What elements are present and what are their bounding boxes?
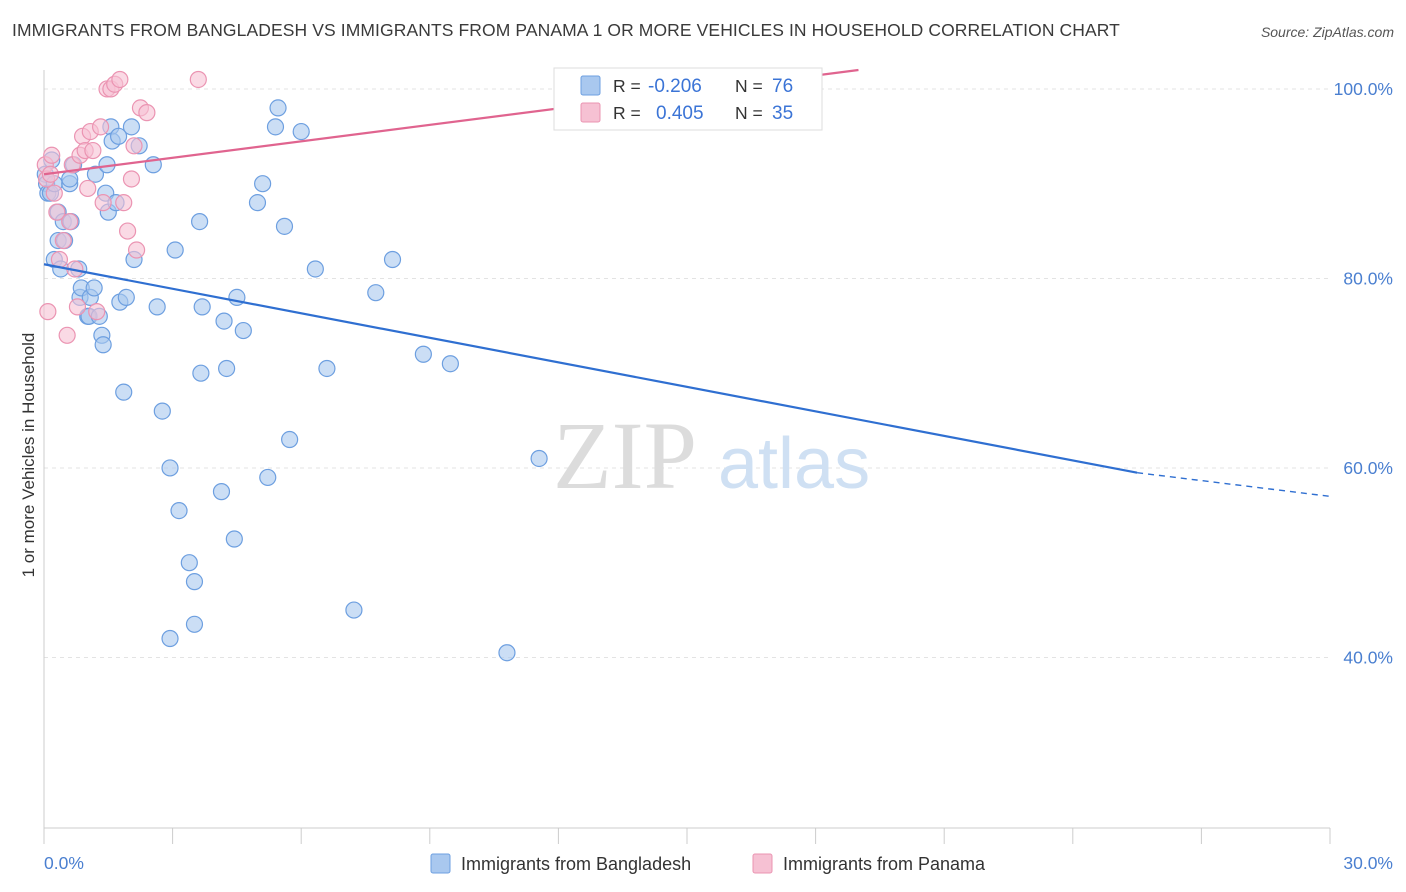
point-panama: [84, 141, 102, 160]
series-bangladesh-points: [36, 99, 548, 662]
point-bangladesh: [185, 573, 204, 591]
point-panama: [54, 231, 72, 250]
point-bangladesh: [109, 127, 128, 145]
point-bangladesh: [345, 601, 363, 619]
point-panama: [189, 70, 207, 89]
point-bangladesh: [161, 629, 179, 648]
trend-line-bangladesh: [43, 263, 1138, 474]
point-bangladesh: [115, 383, 133, 401]
point-panama: [118, 222, 137, 240]
point-panama: [48, 203, 66, 221]
point-bangladesh: [86, 165, 105, 183]
point-bangladesh: [383, 250, 402, 269]
legend-n-value-bangladesh: 76: [772, 76, 793, 97]
chart-title: IMMIGRANTS FROM BANGLADESH VS IMMIGRANTS…: [12, 20, 1120, 40]
point-panama: [125, 137, 143, 155]
point-bangladesh: [215, 312, 233, 330]
point-bangladesh: [281, 430, 299, 449]
point-bangladesh: [166, 241, 184, 259]
point-bangladesh: [269, 99, 287, 117]
point-bangladesh: [318, 359, 336, 378]
legend-n-value-panama: 35: [772, 103, 793, 124]
point-panama: [39, 303, 57, 321]
legend-swatch-bangladesh: [580, 75, 601, 96]
point-bangladesh: [225, 530, 243, 548]
legend-r-value-panama: 0.405: [656, 103, 704, 124]
point-bangladesh: [234, 321, 252, 340]
point-bangladesh: [161, 459, 179, 477]
y-tick-label: 40.0%: [1343, 647, 1393, 667]
point-bangladesh: [441, 355, 459, 373]
point-bangladesh: [530, 449, 548, 468]
point-bangladesh: [117, 288, 135, 306]
point-bangladesh: [292, 122, 310, 141]
bottom-legend-label-panama: Immigrants from Panama: [783, 854, 986, 874]
point-bangladesh: [61, 170, 79, 188]
series-legend: Immigrants from Bangladesh Immigrants fr…: [430, 853, 986, 874]
point-panama: [111, 70, 129, 89]
point-panama: [91, 118, 110, 136]
point-bangladesh: [248, 194, 267, 212]
bottom-legend-swatch-bangladesh: [430, 853, 451, 874]
y-tick-label: 100.0%: [1334, 79, 1393, 99]
legend-r-label-bangladesh: R =: [613, 76, 641, 96]
legend-r-value-bangladesh: -0.206: [648, 76, 702, 97]
point-bangladesh: [259, 468, 277, 487]
legend-n-label-bangladesh: N =: [735, 76, 763, 96]
point-bangladesh: [94, 336, 112, 354]
bottom-legend-swatch-panama: [752, 853, 773, 874]
trend-extension-bangladesh: [1137, 471, 1331, 498]
point-bangladesh: [122, 118, 141, 136]
legend-swatch-panama: [580, 102, 601, 123]
point-bangladesh: [254, 175, 272, 193]
y-tick-label: 60.0%: [1343, 458, 1393, 478]
point-bangladesh: [212, 483, 231, 501]
legend-r-label-panama: R =: [613, 103, 641, 123]
watermark-atlas: atlas: [718, 424, 870, 504]
point-panama: [79, 179, 97, 198]
point-panama: [58, 326, 76, 344]
correlation-legend: R = -0.206 N = 76 R = 0.405 N = 35: [553, 67, 823, 131]
point-bangladesh: [191, 213, 209, 231]
series-panama-points: [36, 70, 207, 344]
point-bangladesh: [153, 402, 171, 420]
point-panama: [68, 298, 87, 316]
point-panama: [138, 104, 156, 122]
point-panama: [88, 303, 106, 321]
watermark-zip: ZIP: [553, 402, 697, 509]
x-tick-label: 0.0%: [44, 853, 84, 873]
point-bangladesh: [266, 118, 285, 136]
point-panama: [43, 146, 61, 164]
watermark: ZIP atlas: [553, 402, 870, 509]
point-bangladesh: [306, 260, 324, 278]
point-panama: [127, 241, 146, 259]
point-panama: [45, 184, 63, 202]
point-panama: [122, 170, 141, 188]
legend-n-label-panama: N =: [735, 103, 763, 123]
point-bangladesh: [367, 284, 385, 302]
chart-source: Source: ZipAtlas.com: [1260, 24, 1394, 40]
x-tick-label: 30.0%: [1343, 853, 1393, 873]
point-panama: [115, 194, 133, 212]
point-bangladesh: [414, 345, 432, 363]
y-tick-label: 80.0%: [1343, 268, 1393, 288]
point-bangladesh: [148, 298, 166, 316]
point-bangladesh: [185, 615, 204, 633]
point-bangladesh: [180, 554, 198, 572]
point-bangladesh: [498, 644, 516, 662]
point-bangladesh: [85, 279, 103, 297]
point-bangladesh: [193, 298, 211, 316]
point-bangladesh: [192, 364, 210, 382]
point-bangladesh: [218, 359, 236, 378]
point-panama: [61, 213, 79, 231]
point-bangladesh: [170, 501, 188, 520]
point-bangladesh: [275, 217, 294, 235]
bottom-legend-label-bangladesh: Immigrants from Bangladesh: [461, 854, 691, 874]
gridlines: [44, 88, 1330, 658]
y-axis-title: 1 or more Vehicles in Household: [19, 333, 38, 578]
tick-labels: 100.0% 80.0% 60.0% 40.0% 0.0% 30.0%: [44, 79, 1393, 873]
point-panama: [94, 194, 112, 212]
